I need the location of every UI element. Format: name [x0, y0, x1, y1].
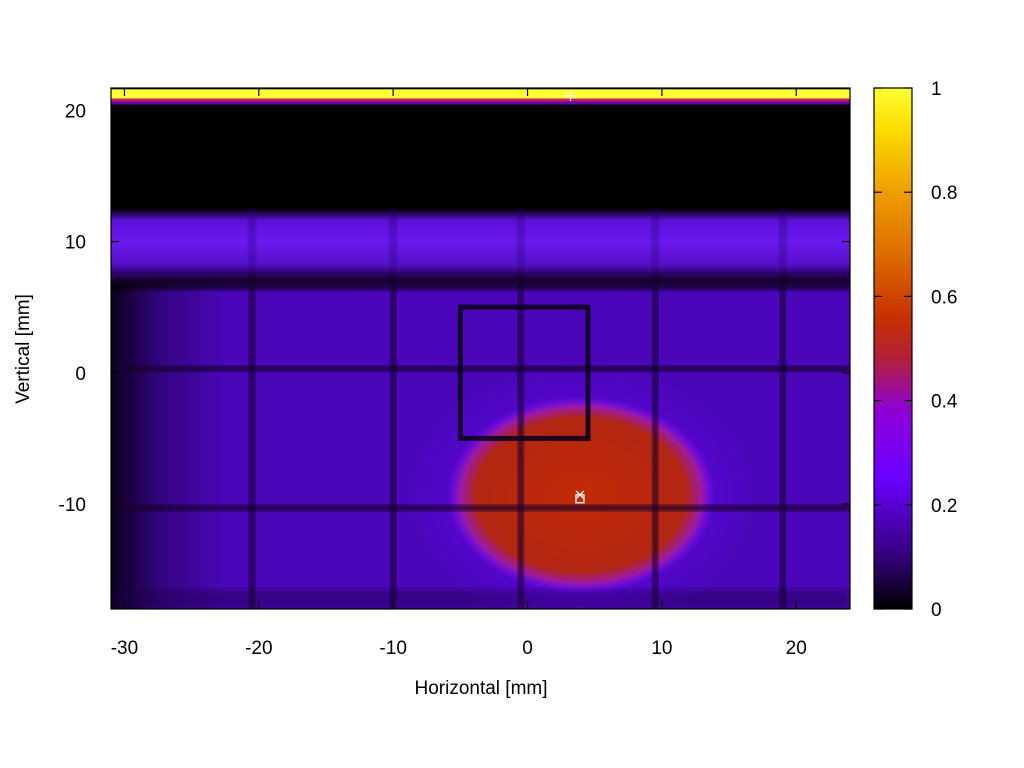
dark-column-band: [248, 208, 257, 275]
x-tick-label: 20: [786, 638, 807, 659]
x-tick-label: 10: [651, 638, 672, 659]
dark-column-band: [778, 208, 787, 275]
dark-column-band: [389, 208, 398, 275]
y-tick-label: 10: [65, 233, 86, 254]
bright-band-edge-lower: [111, 101, 850, 105]
upper-intensity-band: [111, 208, 850, 275]
colorbar-tick-label: 0.8: [931, 183, 957, 204]
dark-column: [249, 274, 256, 609]
left-shadow: [111, 280, 226, 609]
colorbar-tick-label: 0: [931, 600, 942, 621]
colorbar-tick-label: 0.4: [931, 392, 958, 413]
dark-column: [390, 274, 397, 609]
colorbar-tick-labels: 0 0.2 0.4 0.6 0.8 1: [931, 79, 958, 621]
x-tick-label: -30: [111, 638, 138, 659]
marker-square: [575, 494, 585, 504]
bright-band: [111, 89, 850, 99]
y-axis-tick-labels: -10 0 10 20: [59, 101, 86, 516]
x-axis-tick-labels: -30 -20 -10 0 10 20: [111, 638, 807, 659]
colorbar: [873, 87, 913, 610]
bright-band-edge: [111, 98, 850, 102]
x-tick-label: -20: [245, 638, 272, 659]
dark-row: [111, 277, 850, 284]
heatmap-image: [111, 88, 850, 609]
x-tick-label: 0: [522, 638, 533, 659]
y-tick-label: 0: [75, 364, 86, 385]
dark-column-band: [651, 208, 660, 275]
x-tick-label: -10: [379, 638, 406, 659]
marker-layer: [565, 90, 585, 504]
dark-column: [517, 274, 524, 609]
colorbar-ticks: [874, 87, 912, 610]
dark-column-band: [516, 208, 525, 275]
y-axis-ticks: [111, 109, 850, 505]
dark-region-top: [111, 88, 850, 209]
x-axis-title: Horizontal [mm]: [414, 678, 547, 699]
x-axis-ticks: [123, 88, 797, 609]
dark-row: [111, 365, 850, 372]
plot-frame: [110, 87, 851, 610]
colorbar-tick-label: 0.6: [931, 287, 957, 308]
dark-column: [779, 274, 786, 609]
y-tick-label: 20: [65, 101, 86, 122]
marker-plus: [565, 90, 576, 101]
y-tick-label: -10: [59, 495, 86, 516]
colorbar-tick-label: 1: [931, 79, 942, 100]
y-axis-title: Vertical [mm]: [13, 294, 34, 404]
colorbar-tick-label: 0.2: [931, 496, 957, 517]
square-frame-outline: [457, 304, 591, 441]
dark-row: [111, 504, 850, 511]
dark-column: [652, 274, 659, 609]
